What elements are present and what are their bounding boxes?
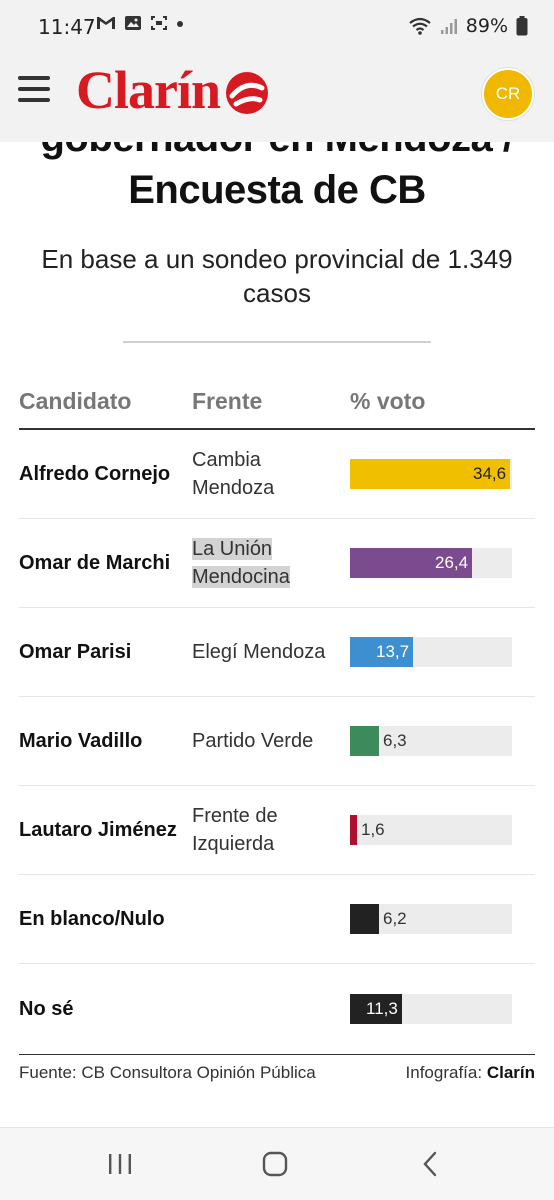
gmail-icon bbox=[97, 17, 115, 29]
candidate-name: Lautaro Jiménez bbox=[19, 819, 177, 841]
candidate-name: Mario Vadillo bbox=[19, 730, 143, 752]
frente-name: Frente de Izquierda bbox=[192, 802, 332, 858]
image-icon bbox=[125, 16, 141, 30]
table-row: Omar de Marchi La Unión Mendocina 26,4 bbox=[19, 519, 535, 608]
status-notification-icons bbox=[96, 15, 184, 31]
status-right: 89% bbox=[408, 15, 528, 37]
vote-value: 6,2 bbox=[383, 909, 407, 928]
vote-value: 6,3 bbox=[383, 731, 407, 750]
battery-percent: 89% bbox=[465, 15, 508, 37]
logo-emblem-icon bbox=[226, 72, 269, 114]
vote-bar bbox=[350, 459, 510, 489]
article-subtitle: En base a un sondeo provincial de 1.349 … bbox=[41, 244, 513, 308]
vote-value: 34,6 bbox=[473, 464, 507, 483]
vote-value: 13,7 bbox=[376, 642, 410, 661]
frente-text: La Unión Mendocina bbox=[192, 538, 290, 588]
candidate-name: Omar de Marchi bbox=[19, 552, 171, 574]
vote-bar bbox=[350, 815, 357, 845]
poll-table: Candidato Frente % voto Alfredo Cornejo C… bbox=[19, 380, 535, 1053]
article-title-container: gobernador en Mendoza / Encuesta de CB bbox=[0, 142, 554, 232]
frente-name: La Unión Mendocina bbox=[192, 535, 332, 591]
vote-bar bbox=[350, 637, 413, 667]
credit-brand: Clarín bbox=[486, 1063, 535, 1082]
frente-name: Partido Verde bbox=[192, 727, 332, 755]
header-frente: Frente bbox=[192, 388, 263, 414]
candidate-name: Alfredo Cornejo bbox=[19, 463, 171, 485]
table-row: En blanco/Nulo 6,2 bbox=[19, 875, 535, 964]
wifi-icon bbox=[409, 17, 431, 35]
vote-value: 11,3 bbox=[366, 998, 398, 1018]
credit-prefix: Infografía: bbox=[405, 1063, 483, 1082]
vote-bar bbox=[350, 993, 402, 1024]
status-time: 11:47 bbox=[38, 15, 96, 39]
frente-text: Cambia Mendoza bbox=[192, 449, 275, 499]
vote-bar-track: 1,6 bbox=[350, 815, 512, 845]
candidate-name: No sé bbox=[19, 997, 74, 1020]
footer-divider bbox=[19, 1054, 535, 1055]
table-header: Candidato Frente % voto bbox=[19, 380, 535, 430]
menu-button[interactable] bbox=[18, 76, 50, 104]
candidate-name: Omar Parisi bbox=[19, 641, 132, 663]
table-row: Mario Vadillo Partido Verde 6,3 bbox=[19, 697, 535, 786]
battery-icon bbox=[516, 16, 528, 36]
app-header: Clarín CR bbox=[0, 46, 554, 142]
vote-bar bbox=[350, 904, 379, 934]
logo-text: Clarín bbox=[76, 60, 221, 120]
navigation-bar bbox=[0, 1127, 554, 1200]
back-button[interactable] bbox=[410, 1148, 450, 1180]
article-title: gobernador en Mendoza / Encuesta de CB bbox=[0, 142, 554, 216]
credit-text: Infografía: Clarín bbox=[406, 1063, 535, 1083]
vote-bar bbox=[350, 548, 472, 578]
screenshot-icon bbox=[151, 16, 167, 30]
signal-icon bbox=[440, 19, 457, 34]
home-button[interactable] bbox=[255, 1148, 295, 1180]
header-voto: % voto bbox=[350, 388, 426, 414]
vote-bar-track: 11,3 bbox=[350, 993, 512, 1024]
table-body: Alfredo Cornejo Cambia Mendoza 34,6 Omar de… bbox=[19, 430, 535, 1053]
vote-value: 26,4 bbox=[435, 553, 469, 572]
avatar[interactable]: CR bbox=[482, 68, 534, 120]
source-text: Fuente: CB Consultora Opinión Pública bbox=[19, 1063, 316, 1082]
header-candidato: Candidato bbox=[19, 388, 132, 414]
recents-button[interactable] bbox=[100, 1148, 140, 1180]
recents-icon bbox=[109, 1154, 131, 1174]
title-line-2: Encuesta de CB bbox=[128, 168, 426, 212]
status-bar: 11:47 89% bbox=[0, 0, 554, 46]
frente-name: Cambia Mendoza bbox=[192, 446, 332, 502]
frente-text: Elegí Mendoza bbox=[192, 641, 326, 663]
divider bbox=[123, 341, 431, 343]
table-row: Omar Parisi Elegí Mendoza 13,7 bbox=[19, 608, 535, 697]
frente-text: Partido Verde bbox=[192, 730, 314, 752]
candidate-name: En blanco/Nulo bbox=[19, 908, 165, 930]
vote-bar-track: 26,4 bbox=[350, 548, 512, 578]
frente-text: Frente de Izquierda bbox=[192, 805, 278, 855]
clarin-logo[interactable]: Clarín bbox=[76, 58, 272, 122]
menu-icon bbox=[18, 76, 50, 80]
home-icon bbox=[262, 1151, 288, 1177]
vote-bar bbox=[350, 726, 379, 756]
vote-value: 1,6 bbox=[361, 820, 385, 839]
avatar-initials: CR bbox=[495, 84, 521, 103]
dot-icon bbox=[177, 21, 183, 27]
table-row: Alfredo Cornejo Cambia Mendoza 34,6 bbox=[19, 430, 535, 519]
frente-name: Elegí Mendoza bbox=[192, 638, 332, 666]
vote-bar-track: 6,3 bbox=[350, 726, 512, 756]
back-icon bbox=[423, 1151, 437, 1177]
vote-bar-track: 6,2 bbox=[350, 904, 512, 934]
table-row: Lautaro Jiménez Frente de Izquierda 1,6 bbox=[19, 786, 535, 875]
table-row: No sé 11,3 bbox=[19, 964, 535, 1053]
title-line-1: gobernador en Mendoza / bbox=[0, 142, 554, 164]
vote-bar-track: 13,7 bbox=[350, 637, 512, 667]
vote-bar-track: 34,6 bbox=[350, 459, 512, 489]
